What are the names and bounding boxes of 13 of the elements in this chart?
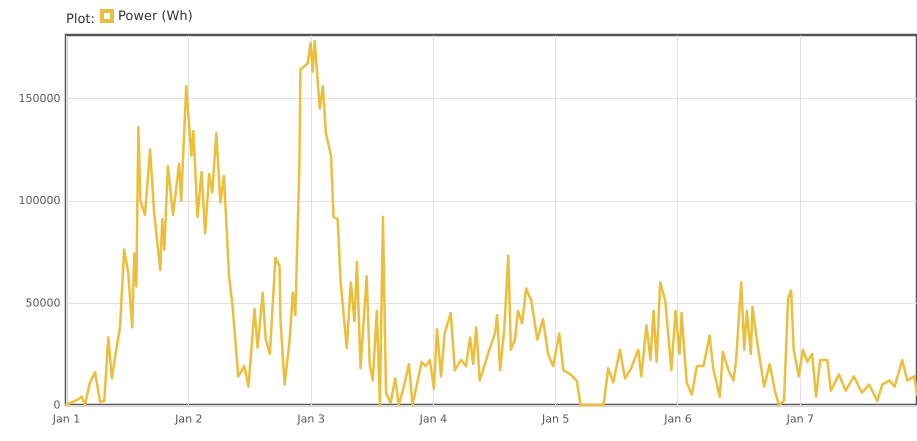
x-tick-label: Jan 3 <box>296 412 325 426</box>
x-tick-label: Jan 5 <box>540 412 570 426</box>
y-tick-label: 50000 <box>26 296 60 310</box>
x-tick-label: Jan 7 <box>786 412 814 426</box>
y-tick-label: 150000 <box>18 92 60 105</box>
legend-label: Power (Wh) <box>118 9 193 24</box>
legend-title: Plot: <box>66 12 95 27</box>
x-tick-label: Jan 2 <box>174 412 203 426</box>
x-tick-label: Jan 6 <box>663 412 692 426</box>
x-tick-label: Jan 4 <box>418 412 448 426</box>
x-tick-label: Jan 1 <box>52 412 80 426</box>
y-tick-label: 100000 <box>18 194 60 208</box>
y-tick-label: 0 <box>54 398 60 412</box>
